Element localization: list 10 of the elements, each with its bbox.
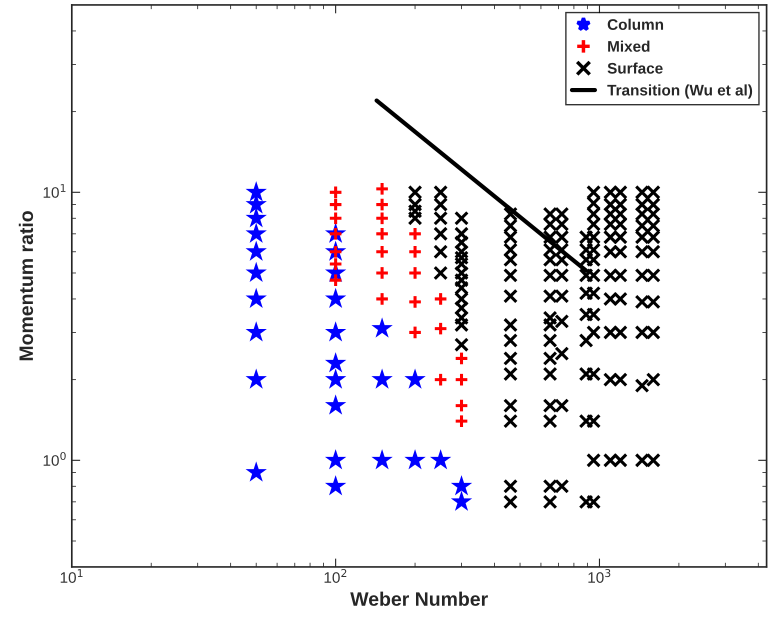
x-tick-label: 10$^{2}$: [324, 569, 346, 583]
legend-label: Column: [608, 18, 664, 30]
y-axis-title: Momentum ratio: [18, 211, 34, 360]
x-tick-label: 10$^{3}$: [588, 569, 610, 583]
legend-label: Transition (Wu et al): [607, 84, 752, 99]
x-tick-label: 10$^{1}$: [60, 569, 83, 583]
legend-label: Surface: [608, 62, 663, 74]
x-axis-title: Weber Number: [350, 592, 488, 606]
legend-label: Mixed: [608, 40, 650, 52]
y-tick-label: 10$^{0}$: [44, 452, 66, 466]
